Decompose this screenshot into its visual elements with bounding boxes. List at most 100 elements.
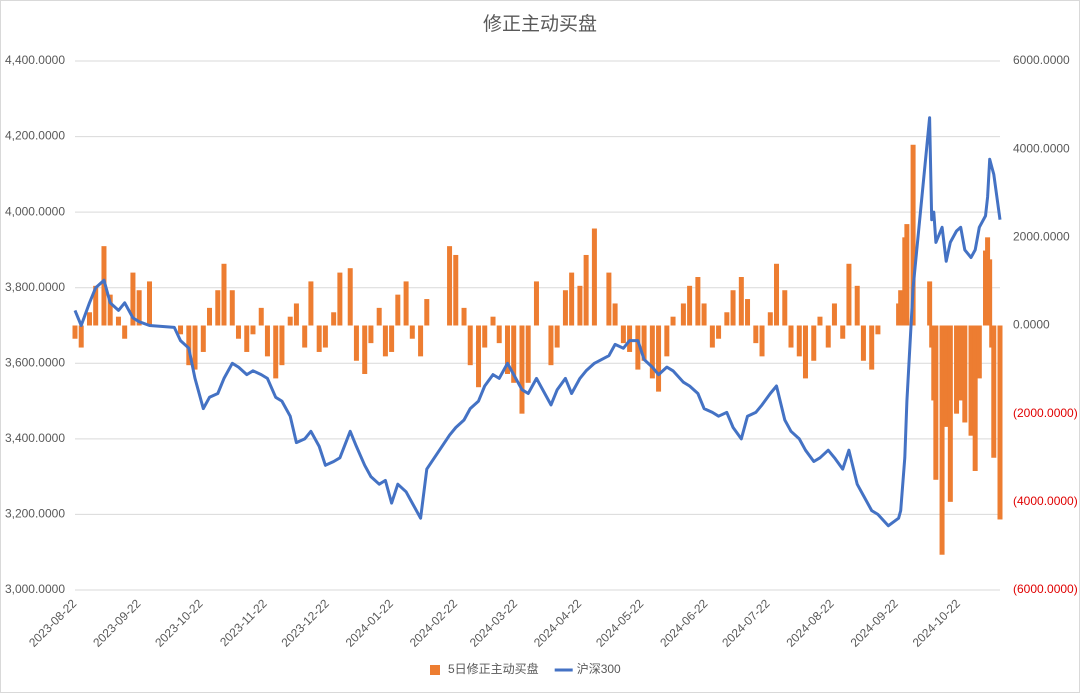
y2-tick-label: 4000.0000	[1013, 141, 1070, 155]
chart-title: 修正主动买盘	[483, 13, 597, 35]
bar	[968, 325, 974, 436]
bar	[612, 303, 618, 326]
bar	[200, 325, 206, 352]
bar	[130, 272, 136, 326]
bar	[811, 325, 817, 361]
bar	[997, 325, 1003, 520]
bar	[774, 263, 780, 326]
bar	[215, 290, 221, 326]
bar	[562, 290, 568, 326]
bar	[511, 325, 517, 383]
bar	[525, 325, 531, 383]
bar	[898, 290, 904, 326]
bar	[782, 290, 788, 326]
bar	[854, 285, 860, 326]
bar	[418, 325, 424, 357]
legend-swatch	[430, 665, 440, 675]
bar	[447, 246, 453, 326]
bar	[476, 325, 482, 388]
bar	[943, 325, 949, 427]
y-tick-label: 3,600.0000	[5, 355, 65, 369]
bar	[72, 325, 78, 339]
legend: 5日修正主动买盘 沪深300	[430, 661, 621, 676]
bar	[461, 307, 467, 326]
bar	[178, 325, 184, 335]
bar	[927, 281, 933, 326]
bar	[293, 303, 299, 326]
bar	[146, 281, 152, 326]
bar	[235, 325, 241, 339]
bar	[316, 325, 322, 352]
y2-tick-label: 0.0000	[1013, 318, 1050, 332]
legend-label: 沪深300	[577, 662, 621, 676]
y-tick-label: 4,400.0000	[5, 53, 65, 67]
bar	[287, 316, 293, 326]
bar	[759, 325, 765, 357]
bar	[738, 277, 744, 326]
bar	[382, 325, 388, 357]
line	[73, 116, 1002, 528]
bar	[331, 312, 337, 326]
bar	[519, 325, 525, 414]
bar	[933, 325, 939, 480]
y-tick-label: 4,000.0000	[5, 204, 65, 218]
bar	[591, 228, 597, 326]
bar	[389, 325, 395, 352]
bar	[496, 325, 502, 344]
bar	[409, 325, 415, 339]
bar	[93, 285, 99, 326]
bar	[962, 325, 968, 423]
bar	[972, 325, 978, 471]
bar	[788, 325, 794, 348]
bar	[569, 272, 575, 326]
y2-tick-label: 6000.0000	[1013, 53, 1070, 67]
bar	[831, 303, 837, 326]
bar	[627, 325, 633, 352]
bar	[701, 303, 707, 326]
bar	[453, 254, 459, 326]
bar	[229, 290, 235, 326]
bar	[670, 316, 676, 326]
bar	[817, 316, 823, 326]
bar	[221, 263, 227, 326]
bar	[875, 325, 881, 335]
bar	[302, 325, 308, 348]
bar	[904, 224, 910, 326]
bar	[86, 312, 92, 326]
bar	[947, 325, 953, 502]
y-tick-label: 4,200.0000	[5, 129, 65, 143]
bar	[192, 325, 198, 370]
bar	[680, 303, 686, 326]
bar	[954, 325, 960, 414]
bar	[490, 316, 496, 326]
bar	[716, 325, 722, 339]
bar	[583, 254, 589, 326]
y2-tick-label: (2000.0000)	[1013, 406, 1078, 420]
bar	[687, 285, 693, 326]
bar	[709, 325, 715, 348]
legend-label: 5日修正主动买盘	[448, 661, 539, 676]
bar	[987, 259, 993, 326]
y2-tick-label: (4000.0000)	[1013, 494, 1078, 508]
bar	[78, 325, 84, 348]
bar	[504, 325, 510, 374]
bar	[376, 307, 382, 326]
bar	[122, 325, 128, 339]
bar	[840, 325, 846, 339]
bar	[656, 325, 662, 392]
bar	[695, 277, 701, 326]
bar	[273, 325, 279, 379]
bar	[860, 325, 866, 361]
bar	[620, 325, 626, 344]
bar	[207, 307, 213, 326]
bar	[825, 325, 831, 348]
bar	[802, 325, 808, 379]
bar	[958, 325, 964, 401]
bar	[939, 325, 945, 555]
y-tick-label: 3,200.0000	[5, 507, 65, 521]
bar	[368, 325, 374, 344]
bar	[753, 325, 759, 344]
bar	[244, 325, 250, 352]
